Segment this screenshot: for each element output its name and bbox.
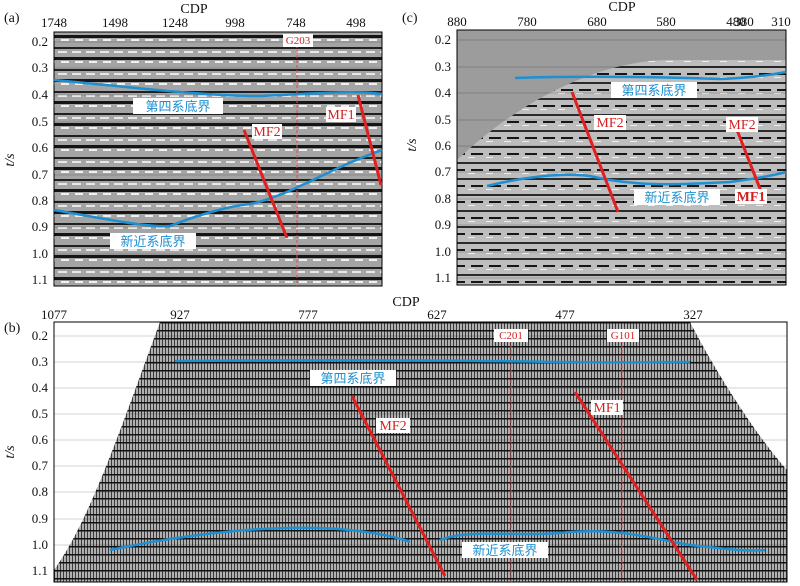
y-tick: 0.9 <box>32 219 48 234</box>
fault-mf1-a <box>356 94 383 186</box>
x-tick: 477 <box>555 307 575 322</box>
horizon-label-neogene: 新近系底界 <box>120 234 185 249</box>
horizon-label-neogene: 新近系底界 <box>472 543 537 558</box>
x-tick: 380 <box>734 14 754 29</box>
panel-a-y-title: t/s <box>3 153 18 167</box>
x-tick: 580 <box>656 14 676 29</box>
x-tick: 627 <box>427 307 447 322</box>
fault-label-mf2-c-right: MF2 <box>728 118 755 133</box>
panel-c-x-title: CDP <box>608 0 635 15</box>
fault-label-mf1-c: MF1 <box>737 190 766 205</box>
well-label-g203: G203 <box>286 35 311 47</box>
panel-a-label: (a) <box>4 11 20 26</box>
y-tick: 0.3 <box>435 59 451 74</box>
panel-b-seismic <box>54 322 787 582</box>
horizon-label-neogene: 新近系底界 <box>644 190 709 205</box>
y-tick: 0.2 <box>32 328 48 343</box>
y-tick: 0.8 <box>32 484 48 499</box>
panel-b-x-ticks: 1077 927 777 627 477 327 <box>41 307 703 322</box>
x-tick: 927 <box>170 307 190 322</box>
fault-label-mf2-b: MF2 <box>379 419 406 434</box>
y-tick: 0.7 <box>32 458 49 473</box>
panel-a-seismic <box>54 32 382 286</box>
x-tick: 498 <box>346 15 366 30</box>
panel-c-y-title: t/s <box>405 138 420 152</box>
x-tick: 777 <box>298 307 318 322</box>
horizon-neogene-base-right <box>439 529 766 552</box>
horizon-label-quaternary: 第四系底界 <box>145 99 210 114</box>
x-tick: 480 <box>726 14 746 29</box>
well-label-g101: G101 <box>611 330 635 342</box>
y-tick: 0.5 <box>32 406 48 421</box>
y-tick: 0.4 <box>32 87 49 102</box>
y-tick: 0.6 <box>32 140 49 155</box>
y-tick: 0.9 <box>435 217 451 232</box>
y-tick: 1.0 <box>435 244 451 259</box>
x-tick: 1748 <box>41 15 67 30</box>
panel-c-x-ticks: 880 780 680 580 480 380 310 <box>447 14 791 29</box>
fault-label-mf1-a: MF1 <box>327 108 354 123</box>
horizon-label-quaternary: 第四系底界 <box>621 83 686 98</box>
panel-c-seismic <box>457 60 786 285</box>
panel-c-label: (c) <box>402 11 418 26</box>
horizon-quaternary-base <box>174 359 691 364</box>
y-tick: 0.2 <box>32 34 48 49</box>
y-tick: 0.5 <box>32 114 48 129</box>
x-tick: 1248 <box>162 15 188 30</box>
fault-label-mf2-a: MF2 <box>253 125 280 140</box>
panel-b-y-title: t/s <box>3 445 18 459</box>
x-tick: 1077 <box>41 307 68 322</box>
y-tick: 1.1 <box>32 563 48 578</box>
horizon-quaternary-base <box>514 70 787 81</box>
fault-mf1-b <box>573 391 699 581</box>
y-tick: 1.0 <box>32 246 48 261</box>
y-tick: 0.9 <box>32 511 48 526</box>
panel-a-x-title: CDP <box>180 2 207 17</box>
fault-label-mf2-c-left: MF2 <box>596 116 623 131</box>
y-tick: 0.6 <box>32 432 49 447</box>
fault-label-mf1-b: MF1 <box>593 401 620 416</box>
y-tick: 0.7 <box>32 167 49 182</box>
panel-b-y-ticks: 0.2 0.3 0.4 0.5 0.6 0.7 0.8 0.9 1.0 1.1 <box>32 328 49 578</box>
fault-mf2-c-left <box>570 91 620 213</box>
x-tick: 680 <box>587 14 607 29</box>
panel-b: (b) CDP 1077 927 777 627 477 327 0.2 0.3… <box>3 295 788 583</box>
horizon-neogene-base-left <box>109 526 411 552</box>
panel-b-label: (b) <box>4 321 21 336</box>
y-tick: 0.4 <box>32 380 49 395</box>
panel-c-y-ticks: 0.2 0.3 0.4 0.5 0.6 0.7 0.8 0.9 1.0 1.1 <box>435 32 452 285</box>
panel-a-x-ticks: 1748 1498 1248 998 748 498 <box>41 15 366 30</box>
x-tick: 748 <box>286 15 306 30</box>
y-tick: 1.1 <box>32 272 48 287</box>
well-label-c201: C201 <box>499 330 523 342</box>
panel-b-x-title: CDP <box>392 295 419 310</box>
panel-a: (a) CDP 1748 1498 1248 998 748 498 0.2 0… <box>3 2 383 287</box>
y-tick: 1.0 <box>32 537 48 552</box>
fault-mf2-b <box>350 395 447 577</box>
y-tick: 0.8 <box>32 193 48 208</box>
y-tick: 0.5 <box>435 112 451 127</box>
y-tick: 0.6 <box>435 138 452 153</box>
x-tick: 780 <box>517 14 537 29</box>
horizon-neogene-base <box>53 148 383 228</box>
x-tick: 1498 <box>102 15 128 30</box>
x-tick: 880 <box>447 14 467 29</box>
y-tick: 0.7 <box>435 164 452 179</box>
y-tick: 0.3 <box>32 354 48 369</box>
y-tick: 1.1 <box>435 270 451 285</box>
fault-mf2-a <box>242 129 289 239</box>
horizon-label-quaternary: 第四系底界 <box>320 371 385 386</box>
x-tick: 310 <box>771 14 791 29</box>
y-tick: 0.8 <box>435 191 451 206</box>
x-tick: 998 <box>225 15 245 30</box>
y-tick: 0.3 <box>32 60 48 75</box>
y-tick: 0.4 <box>435 85 452 100</box>
y-tick: 0.2 <box>435 32 451 47</box>
x-tick: 327 <box>683 307 703 322</box>
panel-c: (c) CDP 880 780 680 580 480 380 310 0.2 … <box>402 0 791 286</box>
panel-a-y-ticks: 0.2 0.3 0.4 0.5 0.6 0.7 0.8 0.9 1.0 1.1 <box>32 34 49 287</box>
horizon-quaternary-base <box>53 78 383 98</box>
